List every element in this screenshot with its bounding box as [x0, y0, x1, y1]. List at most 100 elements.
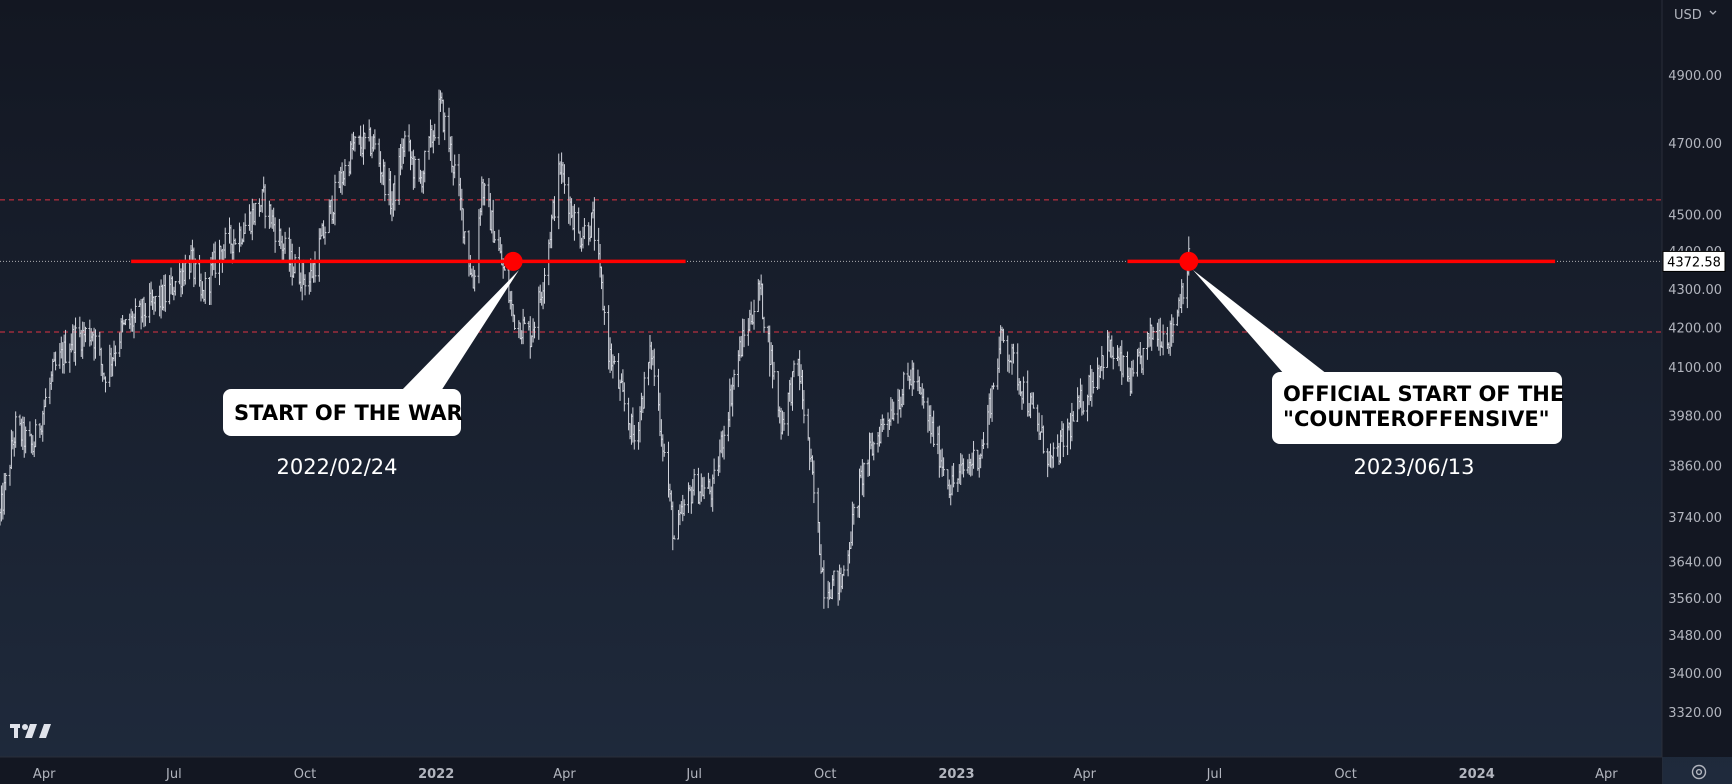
price-bar [473, 269, 477, 292]
price-bar [832, 570, 836, 587]
event-date-label: 2022/02/24 [276, 455, 397, 479]
currency-selector[interactable]: USD [1674, 8, 1702, 23]
price-tick-label: 3980.00 [1668, 409, 1722, 424]
price-bar [393, 175, 397, 211]
event-callout[interactable]: OFFICIAL START OF THE"COUNTEROFFENSIVE" 2… [1179, 251, 1564, 479]
gear-icon[interactable] [1691, 764, 1707, 780]
event-marker[interactable] [1179, 251, 1199, 271]
price-axis[interactable] [1662, 0, 1732, 757]
event-callout[interactable]: START OF THE WAR 2022/02/24 [223, 251, 523, 479]
price-tick-label: 3560.00 [1668, 592, 1722, 607]
time-tick-label: Apr [1073, 767, 1096, 782]
price-bar [34, 419, 38, 448]
price-bar [463, 231, 467, 245]
event-marker[interactable] [503, 251, 523, 271]
price-bar [124, 319, 127, 326]
price-bar [373, 129, 377, 150]
price-bar [992, 382, 995, 390]
price-bar [573, 204, 576, 241]
price-bar [612, 356, 616, 365]
price-bar [862, 462, 866, 498]
price-bar [652, 348, 656, 386]
price-bar [443, 112, 447, 141]
callout-label: START OF THE WAR [234, 401, 463, 425]
time-tick-label: 2022 [418, 767, 454, 782]
price-tick-label: 3320.00 [1668, 706, 1722, 721]
tradingview-logo[interactable] [10, 724, 51, 738]
price-bar [84, 326, 87, 343]
price-tick-label: 4200.00 [1668, 321, 1722, 336]
price-bar [44, 388, 48, 408]
price-bar [163, 274, 167, 312]
event-callouts: START OF THE WAR 2022/02/24 OFFICIAL START… [223, 251, 1564, 479]
price-bar [303, 274, 307, 296]
time-tick-label: Apr [553, 767, 576, 782]
price-bar [1111, 346, 1115, 370]
price-bar [1161, 324, 1165, 356]
time-tick-label: Oct [814, 767, 836, 782]
time-tick-label: 2023 [938, 767, 974, 782]
price-bar [233, 238, 237, 245]
price-tick-label: 3860.00 [1668, 459, 1722, 474]
price-bar [882, 418, 886, 430]
price-bar [24, 426, 28, 454]
price-bar [692, 468, 696, 496]
price-bar [632, 424, 636, 450]
price-bar [602, 305, 606, 325]
price-bar [333, 174, 337, 226]
time-tick-label: Apr [1595, 767, 1618, 782]
price-bar [702, 476, 706, 500]
price-bar [1101, 355, 1105, 380]
price-bar [822, 560, 826, 609]
time-tick-label: Apr [33, 767, 56, 782]
chevron-down-icon[interactable] [1709, 10, 1717, 15]
price-bar [293, 254, 297, 274]
time-tick-label: Oct [1334, 767, 1356, 782]
price-tick-label: 3400.00 [1668, 667, 1722, 682]
callout-pointer [401, 270, 519, 391]
price-bar [433, 123, 437, 141]
price-bar [253, 202, 257, 226]
price-bar [972, 440, 975, 469]
price-bar [1051, 442, 1055, 468]
price-bar [922, 388, 926, 409]
price-bar [563, 164, 566, 194]
price-tick-label: 4500.00 [1668, 208, 1722, 223]
price-bar [592, 197, 596, 251]
callout-label: "COUNTEROFFENSIVE" [1283, 407, 1550, 431]
price-bar [852, 503, 856, 525]
time-tick-label: Jul [1206, 767, 1223, 782]
price-bar [722, 425, 726, 460]
price-bar [642, 371, 646, 409]
price-tick-label: 3640.00 [1668, 556, 1722, 571]
price-bar [1002, 328, 1005, 343]
price-bar [503, 265, 506, 271]
last-price-label: 4372.58 [1667, 255, 1721, 270]
time-tick-label: 2024 [1459, 767, 1495, 782]
price-bar [622, 382, 626, 412]
price-bar [682, 499, 686, 516]
price-bar [94, 329, 97, 359]
time-axis[interactable] [0, 757, 1662, 784]
price-bar [64, 329, 67, 364]
price-bar [1061, 423, 1065, 458]
price-bar [243, 213, 247, 234]
last-price-tag: 4372.58 [1662, 250, 1726, 272]
price-bar [1091, 372, 1095, 394]
price-bar [14, 411, 18, 448]
price-bar [802, 390, 806, 424]
price-tick-label: 4100.00 [1668, 361, 1722, 376]
callout-pointer [1193, 270, 1327, 374]
event-date-label: 2023/06/13 [1353, 455, 1474, 479]
price-bar [1181, 282, 1185, 305]
price-bar [134, 298, 137, 323]
price-bar [792, 360, 796, 378]
time-tick-label: Oct [294, 767, 316, 782]
price-bar [732, 369, 736, 390]
price-bar [912, 362, 916, 390]
price-tick-label: 4700.00 [1668, 137, 1722, 152]
price-bar [403, 130, 407, 157]
price-bar [662, 443, 666, 457]
